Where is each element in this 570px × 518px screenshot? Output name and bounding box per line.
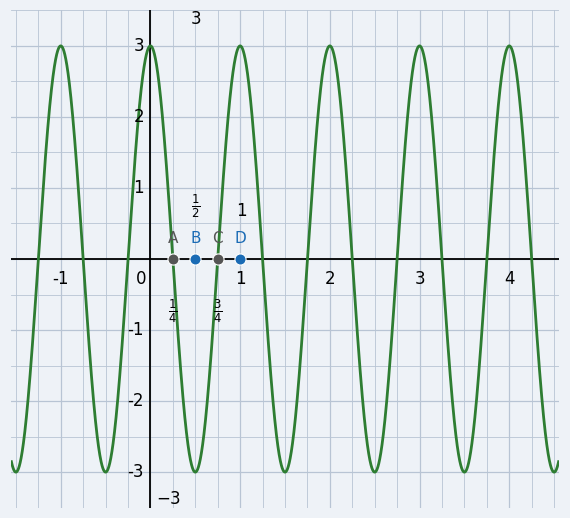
Text: D: D [234, 231, 246, 246]
Text: -1: -1 [52, 270, 69, 287]
Text: $\frac{1}{4}$: $\frac{1}{4}$ [168, 298, 178, 325]
Text: $\frac{1}{2}$: $\frac{1}{2}$ [190, 193, 200, 220]
Text: $1$: $1$ [237, 202, 247, 220]
Text: 3: 3 [133, 37, 144, 55]
Text: $3$: $3$ [190, 10, 201, 28]
Text: B: B [190, 231, 201, 246]
Text: 1: 1 [235, 270, 246, 287]
Text: 3: 3 [414, 270, 425, 287]
Text: -1: -1 [128, 321, 144, 339]
Text: 2: 2 [324, 270, 335, 287]
Text: A: A [168, 231, 178, 246]
Text: $-3$: $-3$ [156, 490, 181, 508]
Text: -2: -2 [128, 392, 144, 410]
Text: 1: 1 [133, 179, 144, 197]
Text: 0: 0 [136, 270, 146, 287]
Text: $\frac{3}{4}$: $\frac{3}{4}$ [213, 298, 222, 325]
Text: 4: 4 [504, 270, 515, 287]
Text: 2: 2 [133, 108, 144, 126]
Text: -3: -3 [128, 463, 144, 481]
Text: C: C [213, 231, 223, 246]
